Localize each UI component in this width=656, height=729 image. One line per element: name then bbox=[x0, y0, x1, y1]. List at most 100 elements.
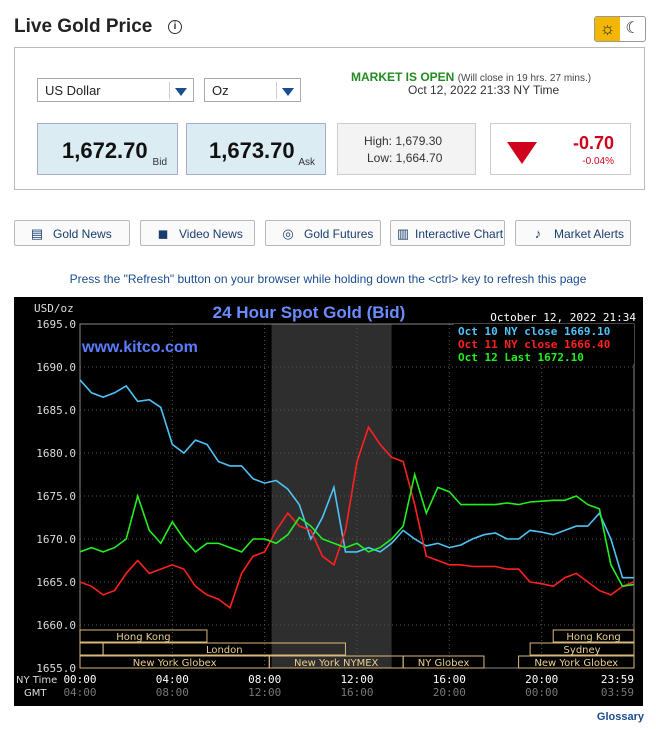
market-status-text: MARKET IS OPEN bbox=[351, 70, 455, 84]
currency-value: US Dollar bbox=[45, 83, 101, 98]
bid-label: Bid bbox=[152, 157, 167, 168]
theme-toggle[interactable]: ☼ ☾ bbox=[594, 16, 646, 42]
x-axis-label-gmt: GMT bbox=[24, 688, 47, 699]
x-tick-label-gmt: 16:00 bbox=[340, 686, 373, 699]
gold-futures-button[interactable]: ◎ Gold Futures bbox=[265, 220, 381, 246]
legend-bg bbox=[454, 324, 634, 364]
down-arrow-icon bbox=[507, 142, 537, 164]
x-tick-label-gmt: 12:00 bbox=[248, 686, 281, 699]
legend-entry: Oct 10 NY close 1669.10 bbox=[458, 325, 610, 338]
session-label: New York Globex bbox=[534, 658, 618, 669]
high-low-box: High: 1,679.30 Low: 1,664.70 bbox=[337, 123, 476, 175]
chart-date: October 12, 2022 21:34 bbox=[490, 311, 636, 324]
session-label: New York Globex bbox=[133, 658, 217, 669]
market-alerts-button[interactable]: ♪ Market Alerts bbox=[515, 220, 631, 246]
x-tick-label-gmt: 03:59 bbox=[601, 686, 634, 699]
change-value: -0.70 bbox=[572, 133, 614, 153]
series-line-oct-10 bbox=[79, 379, 634, 579]
y-tick-label: 1670.0 bbox=[36, 533, 76, 546]
y-tick-label: 1660.0 bbox=[36, 619, 76, 632]
shaded-region bbox=[271, 324, 392, 668]
session-bar bbox=[529, 642, 635, 656]
change-percent: -0.04% bbox=[582, 156, 614, 167]
y-tick-label: 1655.0 bbox=[36, 662, 76, 675]
session-bar bbox=[102, 642, 346, 656]
gold-chart[interactable]: 1695.0 1690.0 1685.0 1680.0 1675.0 1670.0 1665… bbox=[14, 297, 643, 706]
ask-box: 1,673.70 Ask bbox=[186, 123, 326, 175]
chevron-down-icon bbox=[282, 88, 294, 96]
video-camera-icon: ◼ bbox=[157, 226, 169, 241]
market-alerts-label: Market Alerts bbox=[554, 227, 625, 241]
session-label: Sydney bbox=[564, 645, 601, 656]
session-label: London bbox=[206, 645, 243, 656]
session-bar bbox=[518, 655, 635, 669]
session-bar bbox=[79, 642, 104, 656]
market-status: MARKET IS OPEN (Will close in 19 hrs. 27… bbox=[351, 70, 591, 84]
y-tick-label: 1685.0 bbox=[36, 404, 76, 417]
x-tick-label-gmt: 08:00 bbox=[156, 686, 189, 699]
y-tick-label: 1665.0 bbox=[36, 576, 76, 589]
ask-label: Ask bbox=[298, 157, 315, 168]
gold-news-button[interactable]: ▤ Gold News bbox=[14, 220, 130, 246]
session-bar bbox=[402, 655, 485, 669]
chart-title: 24 Hour Spot Gold (Bid) bbox=[213, 303, 406, 322]
session-label: Hong Kong bbox=[116, 632, 170, 643]
chart-watermark: www.kitco.com bbox=[81, 339, 198, 356]
x-tick-label-ny: 08:00 bbox=[248, 673, 281, 686]
x-axis-label-ny: NY Time bbox=[16, 675, 57, 686]
x-tick-label-ny: 12:00 bbox=[340, 673, 373, 686]
unit-value: Oz bbox=[212, 83, 229, 98]
gold-chart-svg: 1695.0 1690.0 1685.0 1680.0 1675.0 1670.0 1665… bbox=[16, 302, 636, 699]
ask-price: 1,673.70 bbox=[209, 138, 295, 163]
chevron-down-icon bbox=[175, 88, 187, 96]
y-tick-label: 1695.0 bbox=[36, 318, 76, 331]
gold-news-label: Gold News bbox=[53, 227, 112, 241]
change-box: -0.70 -0.04% bbox=[490, 123, 631, 175]
bid-box: 1,672.70 Bid bbox=[37, 123, 178, 175]
currency-select[interactable]: US Dollar bbox=[37, 78, 194, 102]
x-tick-label-ny: 23:59 bbox=[601, 673, 634, 686]
series-line-oct-12 bbox=[79, 471, 634, 588]
y-tick-label: 1690.0 bbox=[36, 361, 76, 374]
session-label: NY Globex bbox=[418, 658, 470, 669]
series-line-oct-11 bbox=[79, 425, 634, 610]
refresh-notice: Press the "Refresh" button on your brows… bbox=[69, 272, 587, 286]
legend-entry: Oct 11 NY close 1666.40 bbox=[458, 338, 610, 351]
x-tick-label-gmt: 04:00 bbox=[63, 686, 96, 699]
target-icon: ◎ bbox=[282, 226, 294, 241]
glossary-link[interactable]: Glossary bbox=[596, 711, 644, 723]
moon-icon[interactable]: ☾ bbox=[625, 20, 640, 37]
select-divider bbox=[169, 82, 170, 99]
interactive-chart-button[interactable]: ▥ Interactive Chart bbox=[390, 220, 505, 246]
high-value: High: 1,679.30 bbox=[364, 134, 443, 148]
y-tick-label: 1680.0 bbox=[36, 447, 76, 460]
gold-futures-label: Gold Futures bbox=[304, 227, 374, 241]
bar-chart-icon: ▥ bbox=[396, 226, 410, 241]
select-divider bbox=[276, 82, 277, 99]
bell-icon: ♪ bbox=[534, 226, 542, 241]
session-bar bbox=[552, 629, 635, 643]
x-tick-label-gmt: 20:00 bbox=[433, 686, 466, 699]
video-news-button[interactable]: ◼ Video News bbox=[140, 220, 255, 246]
x-tick-label-ny: 00:00 bbox=[63, 673, 96, 686]
page-title: Live Gold Price bbox=[14, 16, 153, 37]
interactive-chart-label: Interactive Chart bbox=[415, 227, 504, 241]
y-axis-label: USD/oz bbox=[34, 302, 74, 315]
legend-entry: Oct 12 Last 1672.10 bbox=[458, 351, 584, 364]
unit-select[interactable]: Oz bbox=[204, 78, 301, 102]
x-tick-label-ny: 16:00 bbox=[433, 673, 466, 686]
sun-icon[interactable]: ☼ bbox=[595, 17, 620, 41]
session-label: Hong Kong bbox=[566, 632, 620, 643]
x-tick-label-ny: 04:00 bbox=[156, 673, 189, 686]
bid-price: 1,672.70 bbox=[62, 138, 148, 163]
video-news-label: Video News bbox=[179, 227, 243, 241]
y-tick-label: 1675.0 bbox=[36, 490, 76, 503]
market-close-note: (Will close in 19 hrs. 27 mins.) bbox=[457, 73, 592, 84]
session-bar bbox=[79, 629, 208, 643]
session-label: New York NYMEX bbox=[294, 658, 379, 669]
market-datetime: Oct 12, 2022 21:33 NY Time bbox=[408, 83, 560, 97]
x-tick-label-gmt: 00:00 bbox=[525, 686, 558, 699]
low-value: Low: 1,664.70 bbox=[367, 151, 443, 165]
newspaper-icon: ▤ bbox=[30, 226, 44, 241]
info-icon[interactable]: i bbox=[168, 20, 182, 34]
